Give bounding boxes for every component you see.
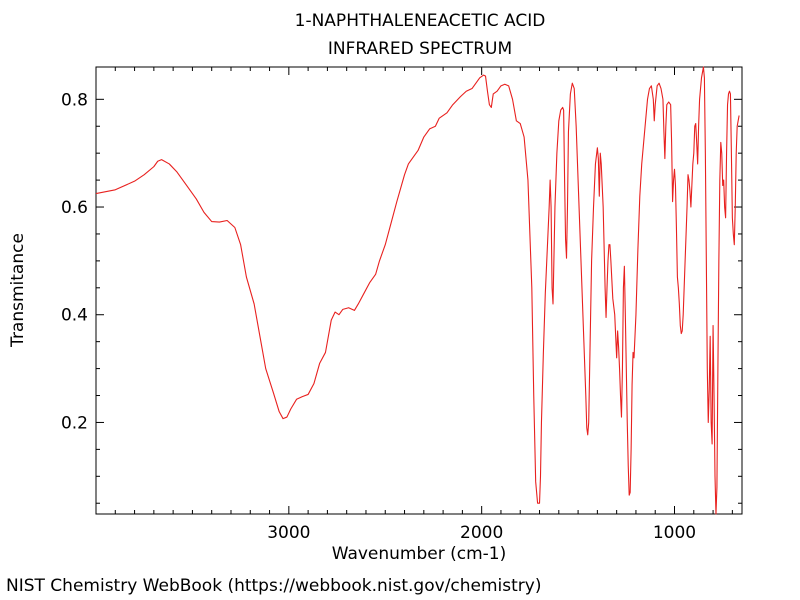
- x-tick-label: 2000: [460, 523, 503, 543]
- y-tick-label: 0.6: [61, 198, 88, 218]
- y-axis-label: Transmitance: [8, 233, 28, 347]
- series-layer: [95, 66, 740, 515]
- axes: [95, 66, 743, 515]
- chart-title: 1-NAPHTHALENEACETIC ACID: [294, 11, 546, 31]
- ticks: 3000 2000 1000 0.2 0.4 0.6 0.8: [61, 67, 742, 543]
- x-axis-label: Wavenumber (cm-1): [331, 544, 507, 564]
- x-tick-label: 1000: [653, 523, 696, 543]
- plot-frame: [95, 66, 743, 515]
- spectrum-line: [95, 66, 740, 515]
- y-tick-label: 0.4: [61, 306, 88, 326]
- x-tick-label: 3000: [267, 523, 310, 543]
- source-credit: NIST Chemistry WebBook (https://webbook.…: [6, 576, 542, 596]
- chart-subtitle: INFRARED SPECTRUM: [327, 39, 513, 59]
- y-tick-label: 0.8: [61, 90, 88, 110]
- y-tick-label: 0.2: [61, 413, 88, 433]
